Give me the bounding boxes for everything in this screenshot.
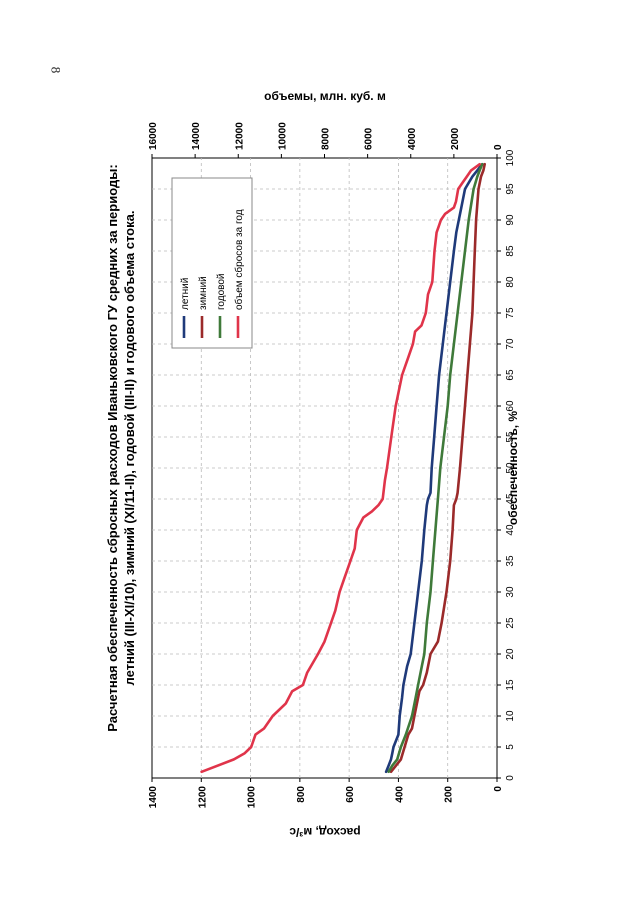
y-right-tick-label: 16000 (148, 122, 159, 150)
x-tick-label: 55 (505, 431, 516, 443)
x-tick-label: 15 (505, 679, 516, 691)
y-left-tick-label: 0 (493, 786, 504, 792)
x-tick-label: 65 (505, 369, 516, 381)
x-axis-ticks: 0 5 10 15 20 25 30 35 40 45 50 55 60 65 70 75 80 85 90 95 10… (497, 149, 516, 781)
series-layer (200, 162, 487, 774)
x-tick-label: 20 (505, 648, 516, 660)
y-left-tick-label: 200 (444, 786, 455, 803)
x-tick-label: 70 (505, 338, 516, 350)
legend-label: объем сбросов за год (233, 209, 245, 310)
y-right-tick-label: 6000 (364, 127, 375, 150)
y-right-tick-label: 0 (493, 144, 504, 150)
y-right-axis-ticks: 0 2000 4000 6000 8000 10000 12000 14000 16000 (148, 122, 504, 158)
series-line-annual (387, 162, 484, 774)
chart-title-line1: Расчетная обеспеченность сбросных расход… (105, 164, 120, 731)
y-left-axis-ticks: 0 200 400 600 800 1000 1200 1400 (148, 778, 504, 808)
x-tick-label: 40 (505, 524, 516, 536)
x-tick-label: 30 (505, 586, 516, 598)
y-right-tick-label: 10000 (277, 122, 288, 150)
y-left-tick-label: 800 (296, 786, 307, 803)
series-line-volume (200, 162, 482, 774)
x-tick-label: 90 (505, 214, 516, 226)
y-left-tick-label: 600 (345, 786, 356, 803)
x-axis-label: обеспеченность, % (506, 411, 520, 525)
x-tick-label: 45 (505, 493, 516, 505)
x-tick-label: 25 (505, 617, 516, 629)
y-right-tick-label: 8000 (321, 127, 332, 150)
x-tick-label: 35 (505, 555, 516, 567)
x-tick-label: 95 (505, 183, 516, 195)
x-tick-label: 75 (505, 307, 516, 319)
chart-title-line2: летний (III-XI/10), зимний (XI/11-II), г… (122, 211, 137, 686)
y-left-axis-label: расход, м³/с (289, 825, 361, 839)
y-right-tick-label: 14000 (191, 122, 202, 150)
series-line-winter (389, 162, 487, 774)
y-left-tick-label: 1000 (247, 786, 258, 809)
y-left-tick-label: 400 (394, 786, 405, 803)
x-tick-label: 100 (505, 149, 516, 166)
x-tick-label: 10 (505, 710, 516, 722)
legend: летний зимний годовой объем сбросов за год (171, 177, 253, 349)
series-line-summer (384, 162, 484, 774)
x-tick-label: 5 (505, 744, 516, 750)
y-left-tick-label: 1200 (197, 786, 208, 809)
legend-label: годовой (216, 273, 227, 310)
x-tick-label: 60 (505, 400, 516, 412)
x-tick-label: 85 (505, 245, 516, 257)
x-tick-label: 80 (505, 276, 516, 288)
y-right-axis-label: объемы, млн. куб. м (264, 89, 386, 103)
y-right-tick-label: 12000 (234, 122, 245, 150)
legend-label: зимний (198, 276, 209, 310)
x-tick-label: 50 (505, 462, 516, 474)
legend-label: летний (180, 278, 191, 310)
y-left-tick-label: 1400 (148, 786, 159, 809)
y-right-tick-label: 4000 (407, 127, 418, 150)
x-tick-label: 0 (505, 775, 516, 781)
y-right-tick-label: 2000 (450, 127, 461, 150)
